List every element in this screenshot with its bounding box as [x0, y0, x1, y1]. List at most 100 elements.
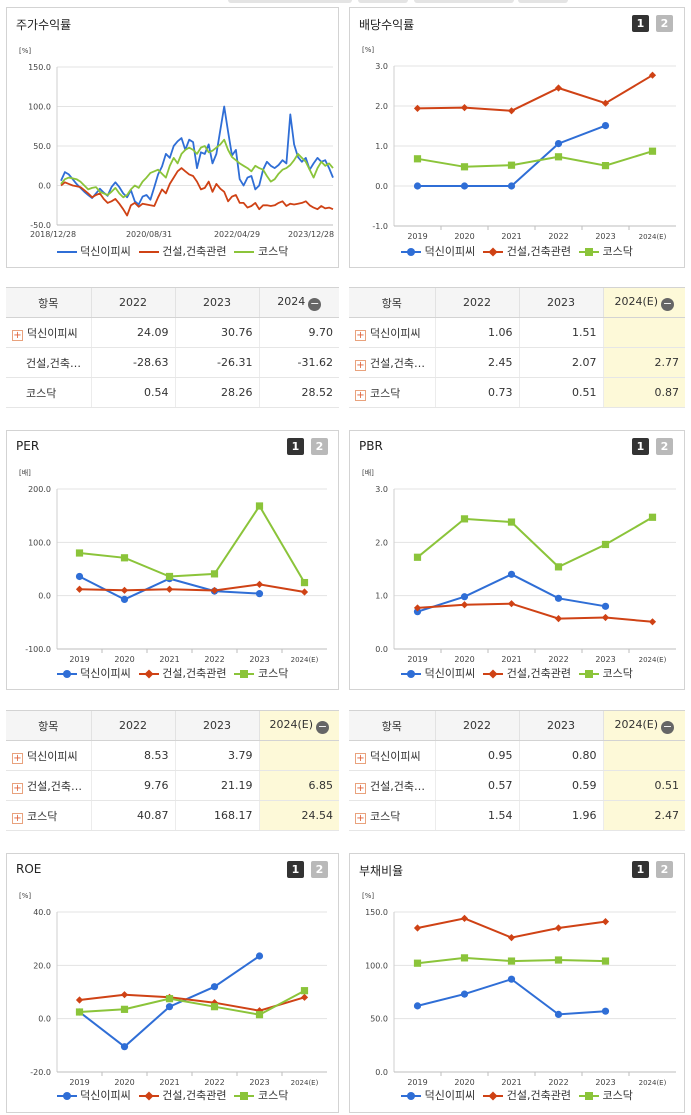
panel-title: ROE	[16, 862, 42, 876]
legend-item[interactable]: 건설,건축관련	[138, 243, 226, 259]
row-name: + 덕신이피씨	[349, 740, 435, 771]
unit-label: [배]	[19, 468, 31, 477]
legend-marker	[578, 669, 599, 679]
data-point	[413, 608, 422, 616]
expand-plus-icon[interactable]: +	[355, 812, 366, 824]
page-1-button[interactable]: 1	[287, 438, 304, 455]
cell-value: 168.17	[174, 800, 259, 831]
legend-item[interactable]: 덕신이피씨	[56, 1087, 131, 1103]
expand-plus-icon[interactable]: +	[12, 812, 23, 824]
dividend-yield-table: 항목 2022 2023 2024(E) − + 덕신이피씨 1.06 1.51 + 건설,건축… 2…	[349, 287, 685, 408]
legend-item[interactable]: 덕신이피씨	[401, 243, 475, 259]
series-group	[413, 954, 610, 967]
data-point	[507, 570, 516, 578]
page-2-button[interactable]: 2	[656, 15, 673, 32]
legend-item[interactable]: 덕신이피씨	[56, 665, 131, 681]
legend-item[interactable]: 건설,건축관련	[483, 243, 571, 259]
cell-value: 28.52	[258, 377, 339, 408]
collapse-icon[interactable]: −	[316, 719, 330, 734]
legend-item[interactable]: 건설,건축관련	[138, 665, 226, 681]
cell-value: 1.96	[518, 800, 603, 831]
data-point	[460, 990, 469, 998]
cell-value: 1.51	[518, 317, 603, 348]
data-point	[255, 590, 264, 598]
legend-item[interactable]: 건설,건축관련	[483, 665, 571, 681]
data-point	[601, 162, 610, 170]
data-point	[507, 518, 516, 526]
cell-value: 0.54	[90, 377, 175, 408]
legend-item[interactable]: 덕신이피씨	[401, 1087, 475, 1103]
legend-item[interactable]: 덕신이피씨	[401, 665, 475, 681]
data-point	[165, 572, 174, 581]
y-tick-label: 150.0	[365, 908, 388, 917]
data-point	[554, 84, 563, 92]
expand-plus-icon[interactable]: +	[12, 782, 23, 794]
data-point	[75, 1008, 84, 1016]
expand-plus-icon[interactable]: +	[355, 389, 366, 401]
row-name: + 건설,건축…	[349, 347, 435, 378]
page-2-button[interactable]: 2	[656, 861, 673, 878]
x-tick-label: 2019	[407, 1078, 427, 1087]
cell-value: 0.73	[434, 377, 519, 408]
data-point	[413, 604, 422, 612]
expand-plus-icon[interactable]: +	[355, 359, 366, 371]
data-point	[210, 983, 219, 991]
legend-item[interactable]: 코스닥	[234, 243, 288, 259]
legend-marker	[578, 1091, 599, 1101]
page-1-button[interactable]: 1	[632, 861, 649, 878]
legend-item[interactable]: 덕신이피씨	[56, 243, 131, 259]
y-tick-label: 50.0	[370, 1015, 388, 1024]
page-1-button[interactable]: 1	[287, 861, 304, 878]
y-tick-label: 0.0	[38, 182, 51, 191]
series-group	[413, 147, 657, 171]
page-1-button[interactable]: 1	[632, 15, 649, 32]
legend-marker	[234, 669, 255, 679]
cell-value: 0.87	[602, 377, 685, 408]
cell-value: -26.31	[174, 347, 259, 378]
collapse-icon[interactable]: −	[308, 296, 322, 311]
roe-panel: ROE 1 2 [%] 40.0 20.0 0.0 -20.0 2019 2020 2021 2…	[6, 853, 339, 1113]
page-2-button[interactable]: 2	[311, 438, 328, 455]
legend-item[interactable]: 코스닥	[234, 1087, 288, 1103]
data-point	[507, 600, 516, 608]
legend-item[interactable]: 코스닥	[578, 243, 633, 259]
legend-label: 건설,건축관련	[503, 245, 571, 258]
legend-item[interactable]: 건설,건축관련	[138, 1087, 226, 1103]
series-line	[79, 993, 305, 1012]
collapse-icon[interactable]: −	[661, 719, 675, 734]
top-strip	[0, 0, 691, 8]
page-2-button[interactable]: 2	[311, 861, 328, 878]
y-tick-label: -20.0	[30, 1068, 51, 1077]
table-row: + 건설,건축… 2.45 2.07 2.77	[349, 347, 685, 378]
data-point	[460, 601, 469, 609]
data-point	[601, 540, 610, 549]
legend-label: 덕신이피씨	[76, 245, 131, 258]
pbr-panel: PBR 1 2 [배] 3.0 2.0 1.0 0.0 2019 2020 2021 2022 2…	[349, 430, 685, 690]
x-tick-label: 2020	[114, 655, 134, 664]
data-point	[460, 182, 469, 190]
y-tick-label: 0.0	[38, 592, 51, 601]
legend-item[interactable]: 코스닥	[578, 665, 633, 681]
expand-plus-icon[interactable]: +	[355, 329, 366, 341]
debt-ratio-panel: 부채비율 1 2 [%] 150.0 100.0 50.0 0.0 2019 2020 202…	[349, 853, 685, 1113]
expand-plus-icon[interactable]: +	[355, 782, 366, 794]
legend-item[interactable]: 건설,건축관련	[483, 1087, 571, 1103]
legend-label: 덕신이피씨	[421, 1089, 476, 1102]
x-tick-label: 2021	[159, 1078, 179, 1087]
collapse-icon[interactable]: −	[661, 296, 675, 311]
legend-item[interactable]: 코스닥	[234, 665, 288, 681]
legend-item[interactable]: 코스닥	[578, 1087, 633, 1103]
expand-plus-icon[interactable]: +	[12, 329, 23, 341]
legend-label: 코스닥	[254, 245, 289, 258]
table-row: 코스닥 0.54 28.26 28.52	[6, 377, 339, 408]
page-2-button[interactable]: 2	[656, 438, 673, 455]
y-tick-label: 40.0	[33, 908, 51, 917]
y-tick-label: 0.0	[375, 182, 388, 191]
data-point	[210, 570, 219, 578]
y-tick-label: 3.0	[375, 485, 388, 494]
expand-plus-icon[interactable]: +	[355, 752, 366, 764]
expand-plus-icon[interactable]: +	[12, 752, 23, 764]
page-1-button[interactable]: 1	[632, 438, 649, 455]
x-tick-label: 2023	[595, 232, 615, 241]
series-group	[413, 914, 610, 942]
